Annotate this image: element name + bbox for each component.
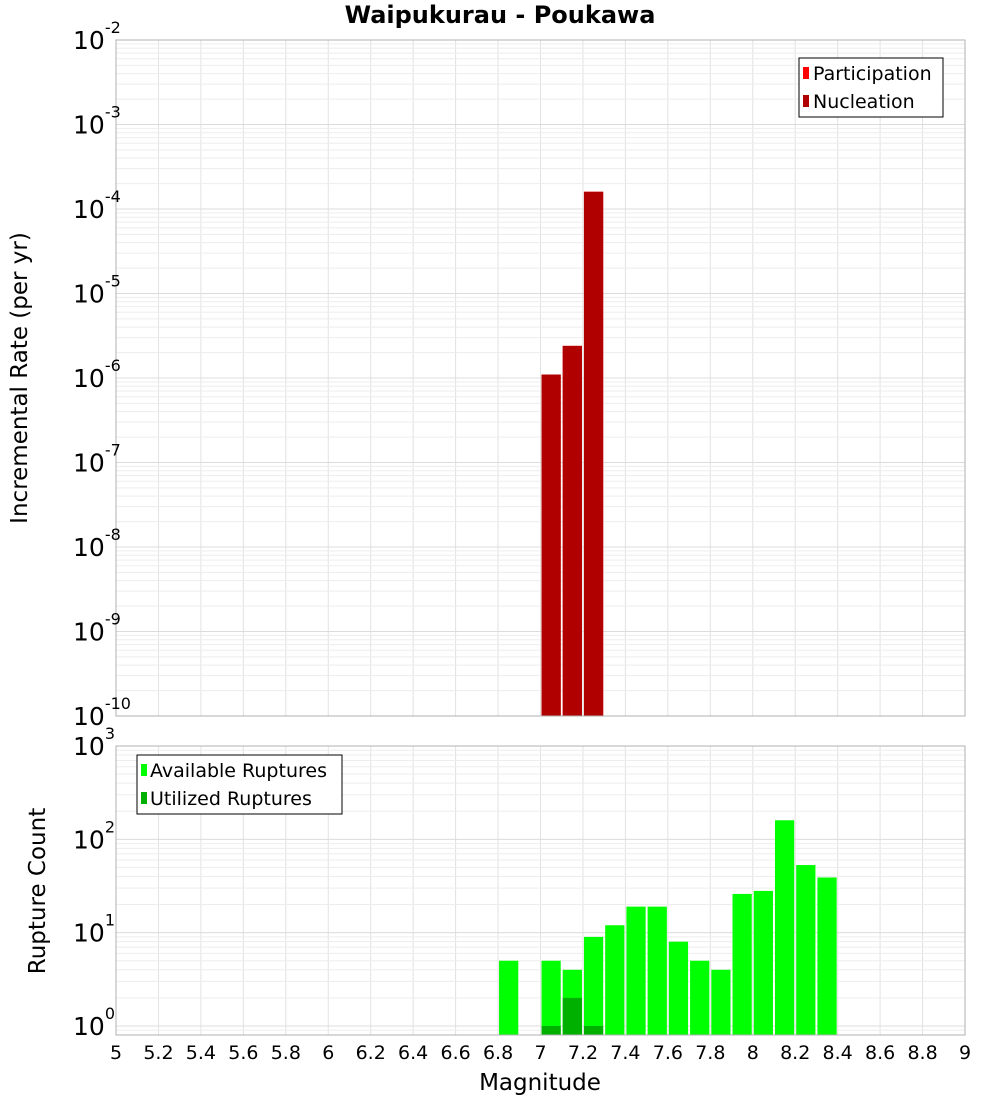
bottom-bar-available-ruptures [711, 969, 731, 1035]
top-gridlines [115, 39, 966, 717]
top-y-tick-label: 10-6 [73, 356, 121, 393]
bottom-bar-available-ruptures [796, 865, 816, 1035]
x-tick-label: 7.8 [695, 1042, 725, 1064]
bottom-bar-available-ruptures [626, 906, 646, 1035]
x-tick-label: 5.6 [228, 1042, 258, 1064]
bottom-y-tick-label: 102 [73, 817, 115, 854]
top-y-axis-title: Incremental Rate (per yr) [7, 232, 33, 524]
top-y-tick-label: 10-3 [73, 103, 121, 140]
x-tick-label: 8.6 [865, 1042, 895, 1064]
x-tick-label: 7 [534, 1042, 546, 1064]
bottom-bar-available-ruptures [605, 925, 625, 1035]
x-tick-label: 6.8 [483, 1042, 513, 1064]
x-tick-label: 5 [110, 1042, 122, 1064]
x-tick-label: 8 [747, 1042, 759, 1064]
utilized-ruptures-legend-label: Utilized Ruptures [150, 788, 312, 810]
top-y-tick-label: 10-8 [73, 525, 121, 562]
bottom-bar-available-ruptures [690, 960, 710, 1035]
chart-title: Waipukurau - Poukawa [345, 1, 656, 29]
x-tick-label: 8.2 [780, 1042, 810, 1064]
bottom-legend-box [136, 754, 343, 815]
available-ruptures-legend-label: Available Ruptures [150, 760, 327, 782]
nucleation-legend-swatch [803, 95, 809, 107]
bottom-bar-available-ruptures [817, 877, 837, 1035]
bottom-bar-utilized-ruptures [583, 1025, 604, 1035]
bottom-bar-utilized-ruptures [562, 997, 582, 1035]
bottom-y-tick-label: 101 [73, 911, 115, 948]
x-tick-label: 7.2 [568, 1042, 598, 1064]
top-plot-border [115, 39, 966, 717]
bottom-y-tick-labels: 100 101 102 103 [73, 724, 115, 1041]
bottom-y-tick-label: 100 [73, 1004, 115, 1041]
top-bar-nucleation [562, 345, 582, 716]
participation-legend-swatch [803, 67, 809, 79]
top-y-tick-label: 10-7 [73, 441, 121, 478]
bottom-bar-available-ruptures [753, 890, 773, 1035]
nucleation-legend-label: Nucleation [813, 91, 915, 113]
top-y-tick-labels: 10-10 10-9 10-8 10-7 10-6 10-5 10-4 10-3 10-2 [73, 18, 131, 731]
top-y-tick-label: 10-2 [73, 18, 121, 55]
top-y-tick-label: 10-9 [73, 610, 121, 647]
bottom-y-tick-label: 103 [73, 724, 115, 761]
bottom-bars [499, 820, 837, 1035]
x-tick-label: 7.6 [653, 1042, 683, 1064]
x-tick-label: 6.4 [398, 1042, 428, 1064]
bottom-bar-available-ruptures [732, 893, 752, 1035]
top-bar-nucleation [583, 191, 604, 717]
top-legend: Participation Nucleation [798, 57, 944, 118]
bottom-plot-border [115, 745, 966, 1036]
bottom-bar-available-ruptures [774, 820, 795, 1035]
top-y-tick-label: 10-4 [73, 187, 121, 224]
top-legend-box [798, 57, 944, 118]
top-bars [541, 191, 604, 717]
utilized-ruptures-legend-swatch [141, 792, 147, 804]
x-tick-label: 8.4 [823, 1042, 853, 1064]
x-tick-label: 6 [322, 1042, 334, 1064]
x-tick-label: 5.4 [186, 1042, 216, 1064]
participation-legend-label: Participation [813, 63, 932, 85]
top-y-tick-label: 10-10 [73, 694, 131, 731]
x-tick-label: 6.2 [356, 1042, 386, 1064]
x-tick-label: 5.8 [271, 1042, 301, 1064]
bottom-bar-utilized-ruptures [541, 1025, 561, 1035]
bottom-bar-available-ruptures [583, 936, 604, 1035]
bottom-bar-available-ruptures [541, 960, 561, 1035]
x-axis-title: Magnitude [479, 1070, 601, 1096]
bottom-bar-available-ruptures [499, 960, 519, 1035]
available-ruptures-legend-swatch [141, 764, 147, 776]
bottom-bar-available-ruptures [668, 941, 689, 1035]
top-y-tick-label: 10-5 [73, 272, 121, 309]
x-tick-label: 6.6 [440, 1042, 470, 1064]
x-tick-label: 8.8 [907, 1042, 937, 1064]
bottom-y-axis-title: Rupture Count [25, 808, 51, 974]
bottom-legend: Available Ruptures Utilized Ruptures [136, 754, 343, 815]
x-tick-label: 9 [959, 1042, 971, 1064]
x-tick-label: 5.2 [143, 1042, 173, 1064]
top-bar-nucleation [541, 374, 561, 716]
x-tick-label: 7.4 [610, 1042, 640, 1064]
x-tick-labels: 5 5.2 5.4 5.6 5.8 6 6.2 6.4 6.6 6.8 7 7.2 7.4 7.6 7.8 8… [110, 1042, 971, 1064]
bottom-bar-available-ruptures [647, 906, 667, 1035]
